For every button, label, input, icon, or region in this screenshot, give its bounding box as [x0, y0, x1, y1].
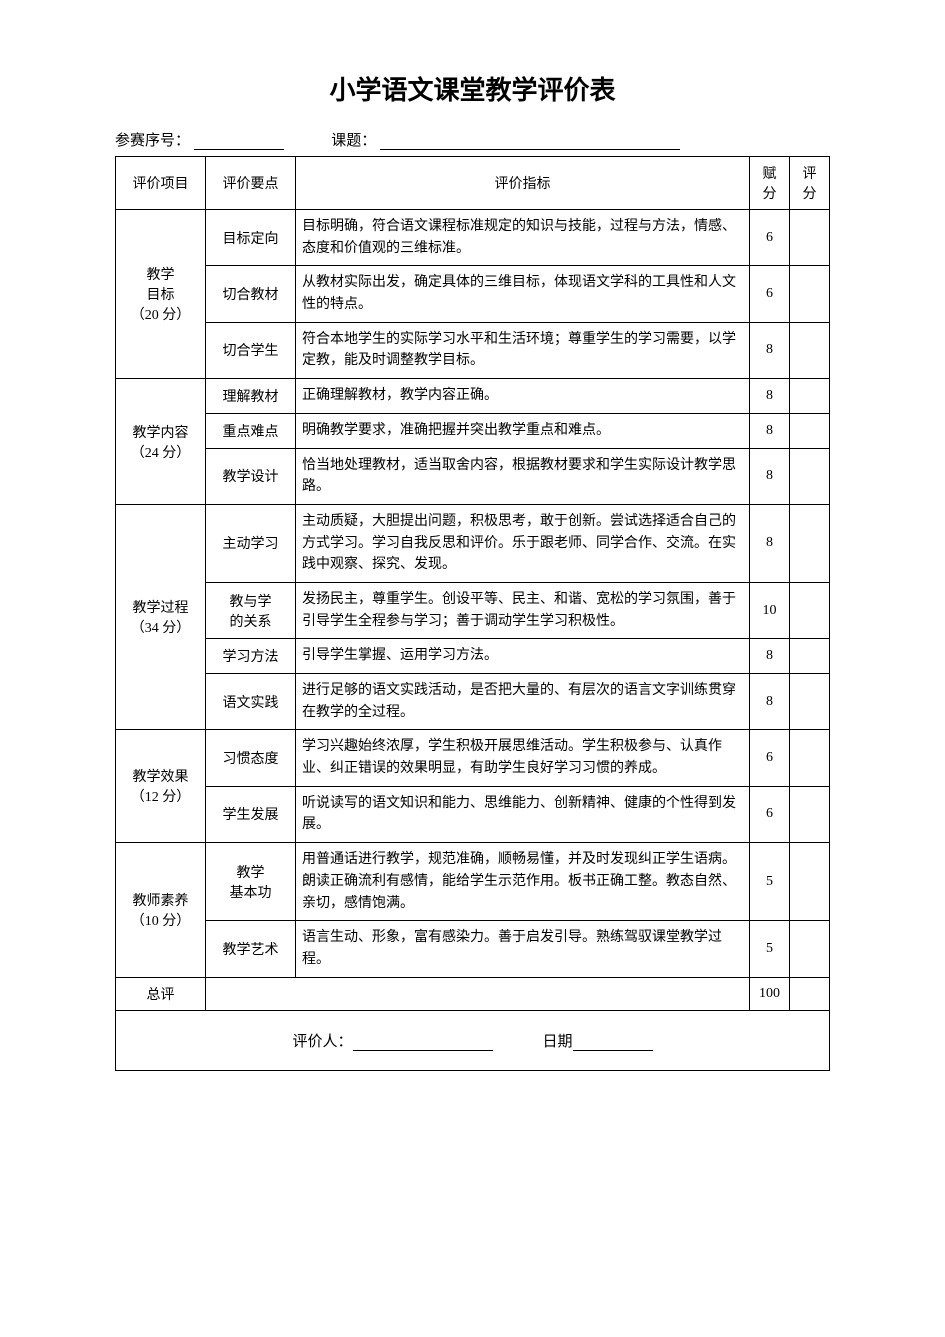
rating-cell[interactable] — [790, 786, 830, 842]
table-row: 切合教材从教材实际出发，确定具体的三维目标，体现语文学科的工具性和人文性的特点。… — [116, 266, 830, 322]
total-label-cell: 总评 — [116, 977, 206, 1010]
indicator-cell: 听说读写的语文知识和能力、思维能力、创新精神、健康的个性得到发展。 — [296, 786, 750, 842]
indicator-cell: 恰当地处理教材，适当取舍内容，根据教材要求和学生实际设计教学思路。 — [296, 448, 750, 504]
assigned-score-cell: 8 — [750, 322, 790, 378]
rating-cell[interactable] — [790, 639, 830, 674]
indicator-cell: 明确教学要求，准确把握并突出教学重点和难点。 — [296, 413, 750, 448]
table-row: 重点难点明确教学要求，准确把握并突出教学重点和难点。8 — [116, 413, 830, 448]
point-cell: 重点难点 — [206, 413, 296, 448]
point-cell: 切合教材 — [206, 266, 296, 322]
th-fu: 赋分 — [750, 157, 790, 210]
project-cell: 教学过程（34 分） — [116, 504, 206, 730]
table-row: 教学艺术语言生动、形象，富有感染力。善于启发引导。熟练驾驭课堂教学过程。5 — [116, 921, 830, 977]
indicator-cell: 正确理解教材，教学内容正确。 — [296, 379, 750, 414]
total-rating-cell[interactable] — [790, 977, 830, 1010]
point-cell: 目标定向 — [206, 210, 296, 266]
indicator-cell: 发扬民主，尊重学生。创设平等、民主、和谐、宽松的学习氛围，善于引导学生全程参与学… — [296, 582, 750, 638]
indicator-cell: 语言生动、形象，富有感染力。善于启发引导。熟练驾驭课堂教学过程。 — [296, 921, 750, 977]
point-cell: 学习方法 — [206, 639, 296, 674]
evaluator-input-underline[interactable] — [353, 1037, 493, 1051]
rating-cell[interactable] — [790, 448, 830, 504]
assigned-score-cell: 5 — [750, 921, 790, 977]
footer-cell: 评价人： 日期 — [116, 1010, 830, 1070]
rating-cell[interactable] — [790, 322, 830, 378]
rating-cell[interactable] — [790, 210, 830, 266]
th-point: 评价要点 — [206, 157, 296, 210]
topic-label: 课题： — [331, 129, 376, 150]
indicator-cell: 主动质疑，大胆提出问题，积极思考，敢于创新。尝试选择适合自己的方式学习。学习自我… — [296, 504, 750, 582]
indicator-cell: 学习兴趣始终浓厚，学生积极开展思维活动。学生积极参与、认真作业、纠正错误的效果明… — [296, 730, 750, 786]
topic-input-underline[interactable] — [380, 136, 680, 150]
table-row: 学生发展听说读写的语文知识和能力、思维能力、创新精神、健康的个性得到发展。6 — [116, 786, 830, 842]
assigned-score-cell: 8 — [750, 448, 790, 504]
indicator-cell: 引导学生掌握、运用学习方法。 — [296, 639, 750, 674]
rating-cell[interactable] — [790, 504, 830, 582]
project-cell: 教师素养（10 分） — [116, 843, 206, 977]
assigned-score-cell: 6 — [750, 786, 790, 842]
point-cell: 语文实践 — [206, 674, 296, 730]
rating-cell[interactable] — [790, 379, 830, 414]
table-row: 教学效果（12 分）习惯态度学习兴趣始终浓厚，学生积极开展思维活动。学生积极参与… — [116, 730, 830, 786]
rating-cell[interactable] — [790, 843, 830, 921]
assigned-score-cell: 5 — [750, 843, 790, 921]
seq-input-underline[interactable] — [194, 136, 284, 150]
th-project: 评价项目 — [116, 157, 206, 210]
point-cell: 教学基本功 — [206, 843, 296, 921]
evaluation-table: 评价项目 评价要点 评价指标 赋分 评分 教学目标（20 分）目标定向目标明确，… — [115, 156, 830, 1071]
page-title: 小学语文课堂教学评价表 — [115, 70, 830, 107]
table-row: 教与学的关系发扬民主，尊重学生。创设平等、民主、和谐、宽松的学习氛围，善于引导学… — [116, 582, 830, 638]
indicator-cell: 用普通话进行教学，规范准确，顺畅易懂，并及时发现纠正学生语病。朗读正确流利有感情… — [296, 843, 750, 921]
rating-cell[interactable] — [790, 266, 830, 322]
indicator-cell: 从教材实际出发，确定具体的三维目标，体现语文学科的工具性和人文性的特点。 — [296, 266, 750, 322]
indicator-cell: 目标明确，符合语文课程标准规定的知识与技能，过程与方法，情感、态度和价值观的三维… — [296, 210, 750, 266]
point-cell: 切合学生 — [206, 322, 296, 378]
point-cell: 习惯态度 — [206, 730, 296, 786]
form-line: 参赛序号： 课题： — [115, 129, 830, 150]
assigned-score-cell: 8 — [750, 639, 790, 674]
rating-cell[interactable] — [790, 582, 830, 638]
table-row: 教学设计恰当地处理教材，适当取舍内容，根据教材要求和学生实际设计教学思路。8 — [116, 448, 830, 504]
point-cell: 教学艺术 — [206, 921, 296, 977]
table-row: 学习方法引导学生掌握、运用学习方法。8 — [116, 639, 830, 674]
table-header-row: 评价项目 评价要点 评价指标 赋分 评分 — [116, 157, 830, 210]
total-score-cell: 100 — [750, 977, 790, 1010]
assigned-score-cell: 10 — [750, 582, 790, 638]
point-cell: 学生发展 — [206, 786, 296, 842]
indicator-cell: 符合本地学生的实际学习水平和生活环境；尊重学生的学习需要，以学定教，能及时调整教… — [296, 322, 750, 378]
evaluator-label: 评价人： — [292, 1034, 352, 1050]
table-row: 教学目标（20 分）目标定向目标明确，符合语文课程标准规定的知识与技能，过程与方… — [116, 210, 830, 266]
project-cell: 教学目标（20 分） — [116, 210, 206, 379]
point-cell: 教学设计 — [206, 448, 296, 504]
point-cell: 主动学习 — [206, 504, 296, 582]
table-row: 教师素养（10 分）教学基本功用普通话进行教学，规范准确，顺畅易懂，并及时发现纠… — [116, 843, 830, 921]
date-label: 日期 — [543, 1034, 573, 1050]
indicator-cell: 进行足够的语文实践活动，是否把大量的、有层次的语言文字训练贯穿在教学的全过程。 — [296, 674, 750, 730]
point-cell: 理解教材 — [206, 379, 296, 414]
assigned-score-cell: 8 — [750, 674, 790, 730]
seq-label: 参赛序号： — [115, 129, 190, 150]
assigned-score-cell: 6 — [750, 210, 790, 266]
table-row: 语文实践进行足够的语文实践活动，是否把大量的、有层次的语言文字训练贯穿在教学的全… — [116, 674, 830, 730]
assigned-score-cell: 6 — [750, 730, 790, 786]
total-row: 总评 100 — [116, 977, 830, 1010]
assigned-score-cell: 8 — [750, 413, 790, 448]
th-pf: 评分 — [790, 157, 830, 210]
assigned-score-cell: 8 — [750, 379, 790, 414]
rating-cell[interactable] — [790, 921, 830, 977]
rating-cell[interactable] — [790, 413, 830, 448]
rating-cell[interactable] — [790, 674, 830, 730]
total-blank-cell — [206, 977, 750, 1010]
assigned-score-cell: 8 — [750, 504, 790, 582]
date-input-underline[interactable] — [573, 1037, 653, 1051]
rating-cell[interactable] — [790, 730, 830, 786]
point-cell: 教与学的关系 — [206, 582, 296, 638]
project-cell: 教学效果（12 分） — [116, 730, 206, 843]
table-row: 切合学生符合本地学生的实际学习水平和生活环境；尊重学生的学习需要，以学定教，能及… — [116, 322, 830, 378]
th-indicator: 评价指标 — [296, 157, 750, 210]
table-row: 教学内容（24 分）理解教材正确理解教材，教学内容正确。8 — [116, 379, 830, 414]
table-row: 教学过程（34 分）主动学习主动质疑，大胆提出问题，积极思考，敢于创新。尝试选择… — [116, 504, 830, 582]
assigned-score-cell: 6 — [750, 266, 790, 322]
footer-row: 评价人： 日期 — [116, 1010, 830, 1070]
project-cell: 教学内容（24 分） — [116, 379, 206, 505]
